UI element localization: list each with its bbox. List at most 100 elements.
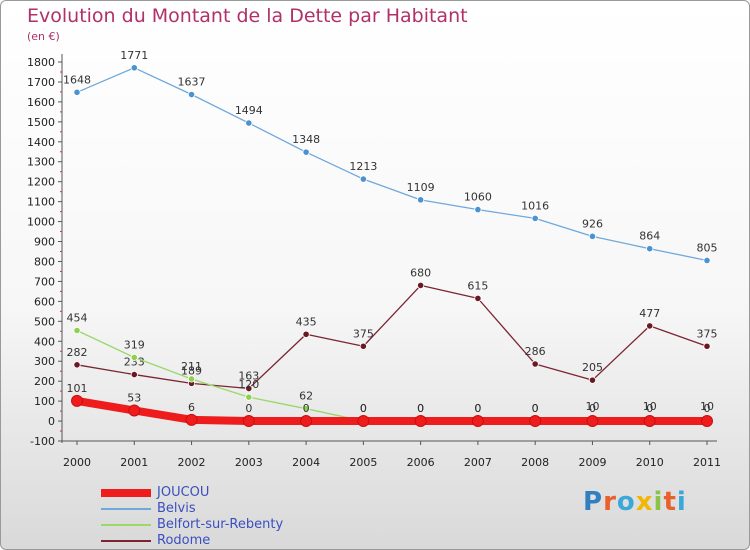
data-point-belvis: [646, 245, 654, 253]
unit-label: (en €): [27, 30, 60, 43]
x-tick-label: 2004: [292, 456, 320, 469]
data-label-belvis: 1060: [464, 191, 492, 204]
data-label-belfort-sur-rebenty: 10: [643, 400, 657, 413]
data-point-joucou: [300, 415, 313, 428]
data-point-belfort-sur-rebenty: [130, 353, 138, 362]
data-label-rodome: 286: [525, 345, 546, 358]
data-label-rodome: 282: [67, 346, 88, 359]
data-label-joucou: 0: [589, 402, 596, 415]
legend-swatch: [101, 524, 151, 526]
data-point-belvis: [73, 88, 81, 96]
data-label-belvis: 1348: [292, 133, 320, 146]
data-label-rodome: 163: [238, 370, 259, 383]
data-label-rodome: 189: [181, 364, 202, 377]
y-tick-label: -100: [30, 435, 55, 448]
logo-letter: P: [583, 487, 604, 517]
data-point-joucou: [128, 404, 141, 417]
x-tick-label: 2008: [521, 456, 549, 469]
data-point-rodome: [417, 281, 425, 290]
y-tick-label: 1300: [27, 156, 55, 169]
data-point-rodome: [531, 360, 539, 368]
data-label-joucou: 0: [704, 402, 711, 415]
y-tick-label: 0: [48, 415, 55, 428]
data-label-belvis: 1637: [178, 76, 206, 89]
legend-swatch: [101, 489, 151, 497]
data-point-rodome: [130, 370, 138, 379]
data-point-belvis: [588, 232, 597, 240]
data-label-rodome: 375: [697, 327, 718, 340]
data-point-joucou: [701, 415, 713, 428]
data-label-belvis: 1648: [63, 73, 91, 86]
x-tick-label: 2006: [407, 456, 435, 469]
series-line-joucou: [73, 396, 711, 426]
data-point-joucou: [185, 413, 198, 426]
data-point-joucou: [643, 415, 656, 428]
data-label-joucou: 6: [188, 401, 195, 414]
x-tick-label: 2003: [235, 456, 263, 469]
data-label-belfort-sur-rebenty: 0: [417, 402, 424, 415]
series-line-rodome: [76, 284, 708, 390]
data-point-belfort-sur-rebenty: [302, 405, 310, 413]
legend-item: Belfort-sur-Rebenty: [101, 517, 361, 533]
x-tick-label: 2005: [349, 456, 377, 469]
data-label-joucou: 0: [303, 402, 310, 415]
x-tick-label: 2010: [636, 456, 664, 469]
data-label-belfort-sur-rebenty: 0: [474, 402, 481, 415]
legend-item: Rodome: [101, 533, 361, 549]
data-label-belvis: 1771: [120, 49, 148, 62]
logo-letter: t: [663, 487, 677, 517]
logo-letter: i: [653, 487, 664, 517]
data-point-belvis: [531, 214, 539, 222]
legend-item: Belvis: [101, 501, 361, 517]
y-tick-label: 1700: [27, 76, 55, 89]
legend-item: JOUCOU: [101, 485, 361, 501]
data-point-rodome: [646, 322, 654, 330]
data-label-belfort-sur-rebenty: 10: [700, 400, 714, 413]
y-tick-label: 1200: [27, 176, 55, 189]
x-tick-label: 2000: [63, 456, 91, 469]
proxiti-logo: Proxiti: [583, 487, 687, 517]
y-tick-label: 1100: [27, 196, 55, 209]
series-line-belvis: [76, 67, 708, 262]
y-tick-label: 900: [34, 236, 55, 249]
data-label-joucou: 0: [245, 402, 252, 415]
data-label-joucou: 0: [417, 402, 424, 415]
data-label-joucou: 0: [532, 402, 539, 415]
data-label-rodome: 375: [353, 327, 374, 340]
legend-label: JOUCOU: [157, 485, 210, 500]
y-tick-label: 400: [34, 335, 55, 348]
y-tick-label: 500: [34, 315, 55, 328]
data-point-joucou: [471, 415, 484, 428]
legend-label: Belvis: [157, 501, 196, 516]
data-label-rodome: 205: [582, 361, 603, 374]
data-point-belvis: [302, 148, 310, 156]
x-tick-label: 2007: [464, 456, 492, 469]
data-point-joucou: [242, 415, 255, 428]
y-tick-label: 1600: [27, 96, 55, 109]
data-point-joucou: [586, 415, 599, 428]
data-label-belfort-sur-rebenty: 454: [67, 311, 88, 324]
data-point-belvis: [130, 64, 138, 72]
data-point-rodome: [73, 361, 81, 369]
x-tick-label: 2011: [693, 456, 721, 469]
logo-letter: r: [603, 487, 617, 517]
y-tick-label: 800: [34, 255, 55, 268]
legend-label: Rodome: [157, 533, 211, 548]
chart-title: Evolution du Montant de la Dette par Hab…: [27, 5, 468, 27]
data-point-belvis: [474, 206, 482, 214]
data-label-belvis: 1109: [407, 181, 435, 194]
data-point-belfort-sur-rebenty: [187, 375, 196, 383]
data-point-joucou: [529, 415, 542, 428]
data-point-rodome: [245, 384, 253, 393]
y-tick-label: 1800: [27, 56, 55, 69]
series-line-belfort-sur-rebenty: [76, 329, 708, 422]
y-tick-label: 1400: [27, 136, 55, 149]
data-label-rodome: 680: [410, 266, 431, 279]
x-tick-label: 2009: [578, 456, 606, 469]
data-point-joucou: [414, 415, 427, 428]
data-label-rodome: 615: [467, 279, 488, 292]
data-point-belfort-sur-rebenty: [245, 393, 253, 401]
y-tick-label: 1500: [27, 116, 55, 129]
data-label-belfort-sur-rebenty: 319: [124, 338, 145, 351]
